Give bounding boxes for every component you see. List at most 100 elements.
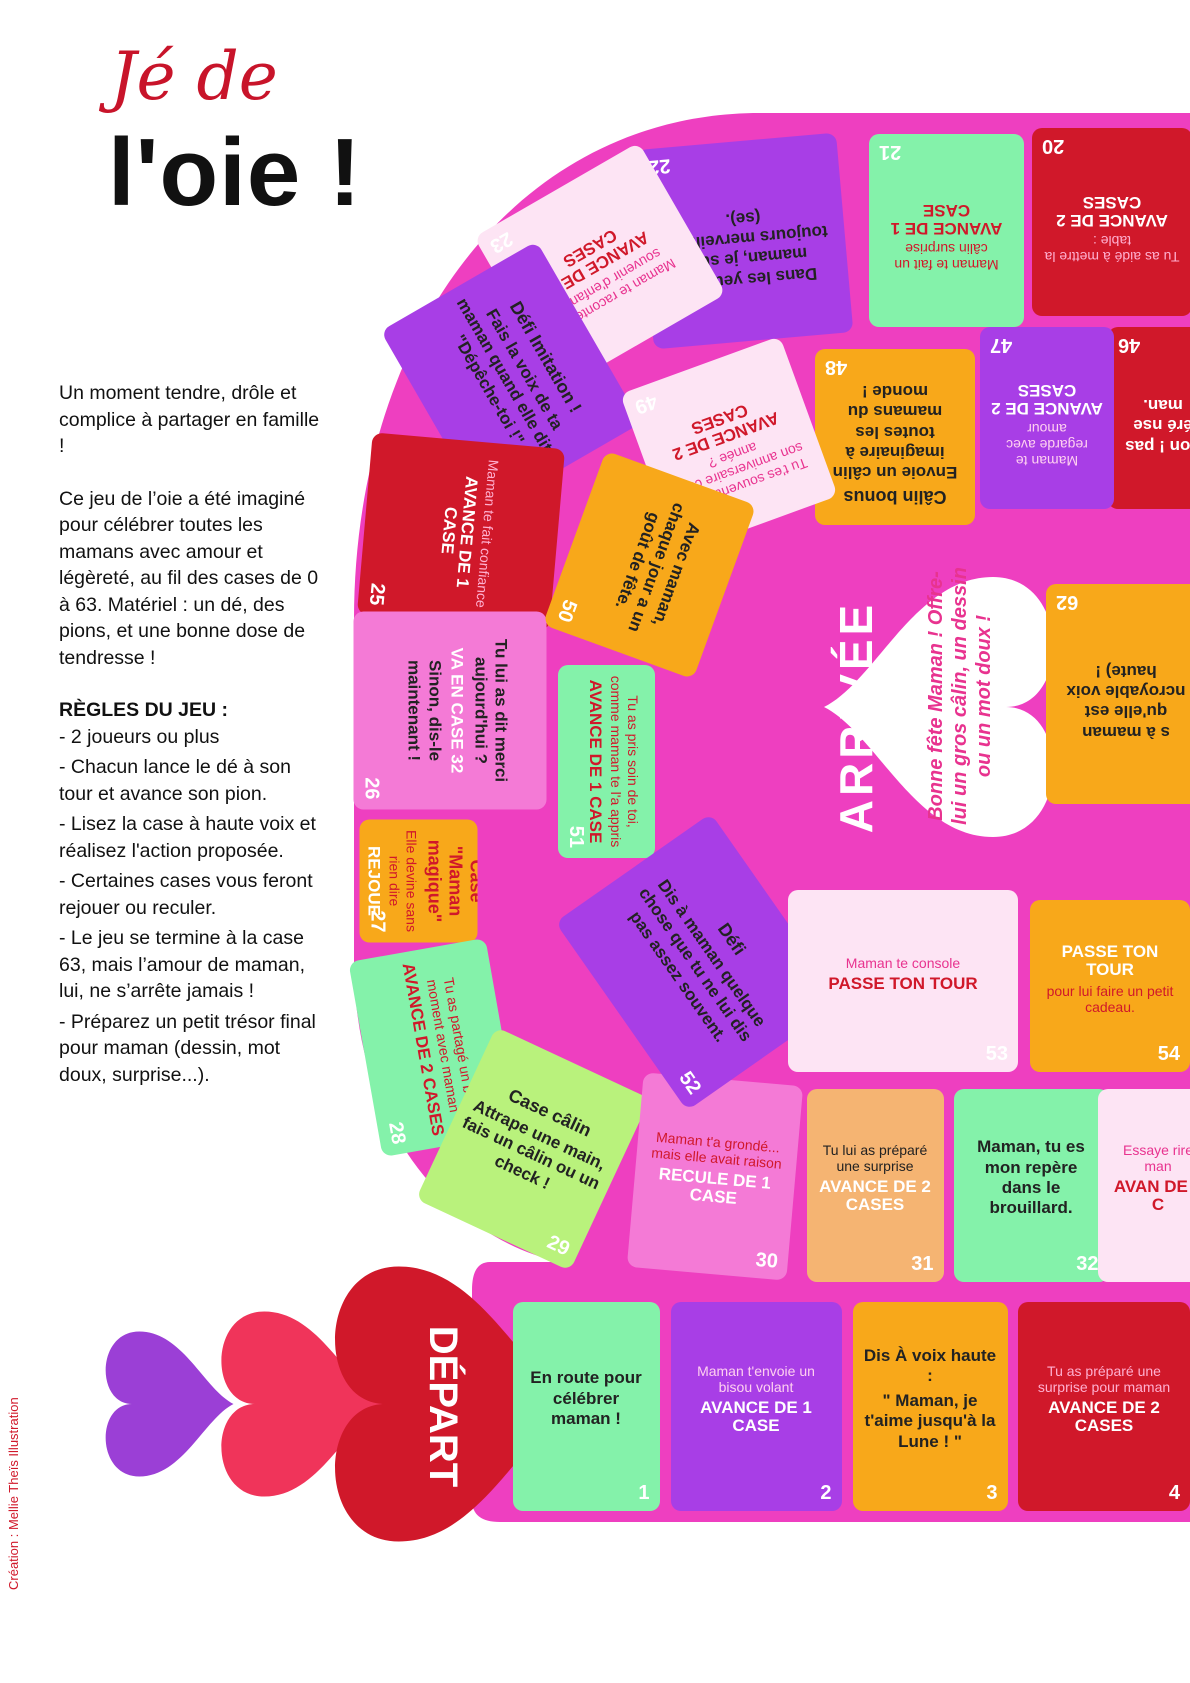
square-number: 46	[1118, 334, 1141, 356]
board-square: PASSE TON TOUR pour lui faire un petit ca…	[1030, 900, 1190, 1072]
board-square: Case "Maman magique" Elle devine sans rie…	[359, 819, 477, 943]
credit: Création : Mellie Theïs Illustration	[6, 1397, 21, 1590]
square-small: Tu as pris soin de toi, comme maman te l…	[607, 675, 641, 847]
square-small: Maman te regarde avec amour	[1006, 420, 1088, 469]
rule-item: - Le jeu se termine à la case 63, mais l…	[59, 927, 306, 1003]
start-heart	[221, 1311, 385, 1497]
square-action: VA EN CASE 32	[447, 647, 467, 773]
square-number: 1	[638, 1481, 650, 1504]
square-number: 3	[986, 1481, 998, 1504]
board-square: tion ! pas éré nse man. 46	[1108, 327, 1190, 509]
square-number: 52	[674, 1067, 706, 1099]
square-text: En route pour célébrer maman !	[530, 1368, 642, 1429]
finish-label: ARRIVÉE	[830, 600, 883, 834]
board-square: Maman t'a grondé... mais elle avait rais…	[626, 1071, 804, 1281]
start-label: DÉPART	[421, 1325, 466, 1488]
square-number: 21	[878, 140, 901, 163]
square-number: 62	[1056, 591, 1079, 613]
start-heart	[105, 1331, 234, 1477]
board-square: En route pour célébrer maman ! 1	[512, 1301, 660, 1511]
board-square: s à maman qu'elle est ncroyable voix hau…	[1046, 584, 1190, 804]
square-number: 20	[1042, 135, 1065, 157]
square-number: 30	[754, 1248, 779, 1273]
board-square: Maman t'envoie un bisou volant AVANCE DE …	[670, 1301, 842, 1511]
board-square: Maman, tu es mon repère dans le brouilla…	[953, 1088, 1109, 1282]
board-square: Maman te fait confiance AVANCE DE 1 CASE 2…	[356, 431, 566, 631]
square-small: Elle devine sans rien dire	[386, 830, 419, 932]
square-heading: Case "Maman magique"	[423, 839, 477, 923]
rule-item: - 2 joueurs ou plus	[59, 725, 220, 748]
square-action: AVAN DE 1 C	[1113, 1177, 1190, 1215]
square-small: pour lui faire un petit cadeau.	[1046, 982, 1174, 1015]
board-square: Tu as préparé une surprise pour maman AVA…	[1018, 1301, 1190, 1511]
board-square: Tu as pris soin de toi, comme maman te l…	[557, 664, 655, 858]
title-line-2: l'oie !	[108, 119, 362, 226]
board-square: Dis À voix haute : " Maman, je t'aime jus…	[852, 1301, 1008, 1511]
square-number: 32	[1076, 1252, 1099, 1275]
start-heart	[335, 1266, 578, 1542]
title-line-1: Jé de	[110, 38, 278, 115]
board-square: Tu lui as préparé une surprise AVANCE DE …	[806, 1088, 944, 1282]
square-number: 48	[825, 356, 848, 378]
board-square: Maman te fait un câlin surprise AVANCE DE…	[868, 133, 1024, 327]
board-square: Tu lui as dit merci aujourd'hui ? VA EN C…	[353, 611, 547, 809]
rule-item: - Préparez un petit trésor final pour ma…	[59, 1010, 316, 1086]
board-square: Tu as aidé à mettre la table : AVANCE DE …	[1032, 128, 1190, 316]
square-small: Tu lui as préparé une surprise	[822, 1142, 928, 1175]
board-square: Câlin bonus Envoie un câlin imaginaire à …	[815, 349, 975, 525]
board-square: Maman te console PASSE TON TOUR 53	[788, 890, 1018, 1072]
square-number: 49	[631, 389, 661, 419]
square-action: REJOUE	[364, 846, 384, 916]
square-text: s à maman qu'elle est ncroyable voix hau…	[1066, 661, 1186, 742]
square-number: 29	[543, 1231, 574, 1261]
board-square: Maman te regarde avec amour AVANCE DE 2 C…	[980, 327, 1114, 509]
square-action: PASSE TON TOUR	[828, 974, 978, 994]
square-note: " Maman, je t'aime jusqu'à la Lune ! "	[864, 1390, 996, 1451]
square-note: Sinon, dis-le maintenant !	[404, 659, 445, 761]
square-action: RECULE DE 1 CASE	[658, 1163, 772, 1208]
finish-message: Bonne fête Maman ! Offre-lui un gros câl…	[925, 567, 995, 825]
square-number: 2	[820, 1481, 832, 1504]
square-action: AVANCE DE 2 CASES	[1048, 1398, 1160, 1436]
square-action: AVANCE DE 1 CASE	[700, 1398, 812, 1436]
square-small: Maman t'envoie un bisou volant	[697, 1363, 815, 1396]
square-text: Envoie un câlin imaginaire à toutes les …	[832, 381, 958, 483]
square-number: 31	[911, 1252, 934, 1275]
intro-text: Un moment tendre, drôle et complice à pa…	[59, 380, 321, 1092]
rule-item: - Certaines cases vous feront rejouer ou…	[59, 870, 313, 919]
rule-item: - Chacun lance le dé à son tour et avanc…	[59, 756, 291, 805]
square-number: 50	[552, 596, 581, 626]
square-text: Maman, tu es mon repère dans le brouilla…	[977, 1137, 1085, 1218]
square-action: AVANCE DE 1 CASE	[585, 679, 605, 843]
square-text: Avec maman, chaque jour a un goût de fêt…	[610, 500, 703, 635]
square-number: 54	[1157, 1043, 1180, 1065]
square-small: Tu as préparé une surprise pour maman	[1037, 1363, 1171, 1396]
square-number: 51	[564, 825, 587, 848]
square-small: Maman te fait un câlin surprise	[893, 240, 999, 273]
square-text: Dis À voix haute :	[863, 1346, 997, 1386]
square-action: PASSE TON TOUR	[1061, 942, 1159, 979]
square-number: 4	[1168, 1481, 1180, 1504]
rule-item: - Lisez la case à haute voix et réalisez…	[59, 813, 316, 862]
square-small: Tu as aidé à mettre la table :	[1044, 232, 1180, 265]
rules-list: - 2 joueurs ou plus - Chacun lance le dé …	[59, 724, 321, 1089]
square-number: 27	[366, 910, 388, 933]
square-text: Tu lui as dit merci aujourd'hui ?	[471, 638, 511, 782]
square-number: 47	[990, 334, 1013, 356]
square-small: Maman te console	[845, 955, 961, 972]
square-heading: Câlin bonus	[843, 487, 947, 508]
intro-paragraph: Ce jeu de l’oie a été imaginé pour céléb…	[59, 487, 319, 669]
square-number: 23	[486, 226, 517, 257]
square-text: tion ! pas éré nse man.	[1125, 395, 1190, 456]
square-small: Essaye rire man	[1122, 1142, 1190, 1175]
square-action: AVANCE DE 2 CASES	[819, 1177, 931, 1215]
square-action: AVANCE DE 2 CASES	[1056, 192, 1168, 230]
square-action: AVANCE DE 2 CASES	[991, 380, 1103, 418]
intro-paragraph: Un moment tendre, drôle et complice à pa…	[59, 382, 320, 458]
square-number: 26	[360, 776, 383, 799]
square-number: 28	[384, 1119, 410, 1146]
rules-heading: RÈGLES DU JEU :	[59, 699, 229, 722]
